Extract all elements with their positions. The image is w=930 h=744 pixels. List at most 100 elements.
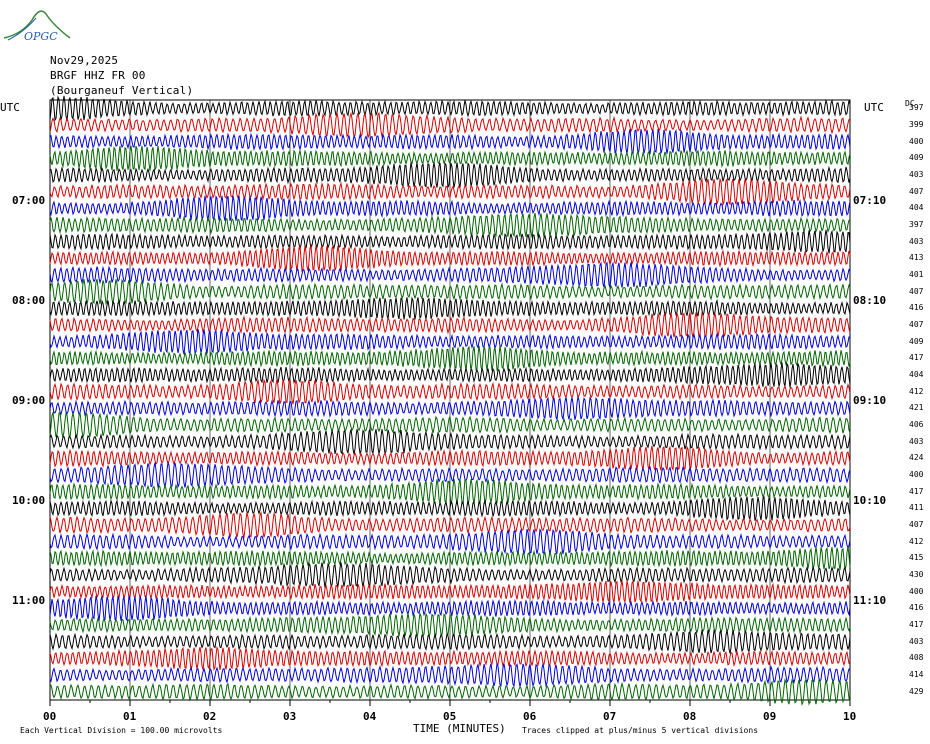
dc-offset-label: 429 [909,686,924,696]
dc-offset-label: 424 [909,453,924,463]
seismic-trace-row [49,612,851,638]
x-tick-label: 00 [43,710,57,723]
seismic-trace-row [49,229,851,254]
hour-label-left: 10:00 [12,494,46,507]
seismic-trace-row [49,212,851,238]
dc-offset-label: 415 [909,553,924,563]
seismic-trace-row [49,677,851,706]
x-axis-label: TIME (MINUTES) [413,722,506,735]
hour-label-right: 09:10 [853,394,887,407]
x-tick-label: 04 [363,710,377,723]
x-tick-label: 03 [283,710,297,723]
x-tick-label: 05 [443,710,457,723]
seismic-trace-row [49,495,851,522]
dc-offset-label: 412 [909,386,924,396]
logo-text: OPGC [24,30,58,43]
x-tick-label: 07 [603,710,617,723]
dc-offset-label: 407 [909,286,924,296]
dc-offset-label: 407 [909,520,924,529]
seismic-trace-row [49,562,851,588]
seismic-trace-row [49,111,851,140]
dc-offset-label: 413 [909,253,924,263]
x-tick-label: 06 [523,710,537,723]
dc-label: DC [905,99,915,108]
dc-offset-label: 417 [909,353,924,363]
dc-offset-label: 416 [909,303,924,313]
dc-offset-label: 411 [909,503,924,513]
dc-offset-label: 416 [909,603,924,613]
seismic-trace-row [49,128,851,156]
dc-offset-label: 407 [909,320,924,329]
dc-offset-label: 430 [909,570,924,579]
seismic-trace-row [49,427,851,455]
x-tick-label: 08 [683,710,697,723]
hour-label-left: 08:00 [12,294,46,307]
dc-offset-label: 397 [909,103,924,113]
seismic-trace-row [49,161,851,188]
seismic-trace-row [49,278,851,306]
x-tick-label: 10 [843,710,857,723]
dc-offset-label: 417 [909,620,924,629]
dc-offset-label: 400 [909,586,924,596]
seismic-trace-row [49,629,851,654]
station-label: BRGF HHZ FR 00 [50,69,146,82]
seismic-trace-row [49,528,851,555]
seismic-trace-row [49,243,851,273]
seismic-trace-row [49,95,851,122]
utc-label-left: UTC [0,101,20,114]
clip-note: Traces clipped at plus/minus 5 vertical … [522,726,759,735]
hour-label-left: 07:00 [12,194,46,207]
dc-offset-label: 414 [909,670,924,679]
seismic-trace-row [49,345,851,372]
dc-offset-label: 404 [909,370,924,379]
x-tick-label: 09 [763,710,777,723]
seismic-trace-row [49,662,851,688]
seismic-trace-row [49,510,851,539]
dc-offset-label: 406 [909,420,924,429]
seismic-trace-row [49,445,851,472]
location-label: (Bourganeuf Vertical) [50,84,194,97]
dc-offset-label: 403 [909,436,924,446]
seismic-trace-row [49,328,851,355]
seismic-trace-row [49,595,851,622]
seismic-trace-row [49,261,851,288]
seismic-trace-row [49,362,851,388]
seismic-trace-row [49,311,851,338]
seismic-trace-row [49,410,851,439]
dc-offset-label: 409 [909,336,924,346]
dc-offset-label: 412 [909,536,924,546]
seismic-trace-row [49,194,851,222]
dc-offset-label: 404 [909,203,924,213]
dc-offset-label: 409 [909,153,924,163]
dc-offset-label: 417 [909,486,924,496]
seismic-trace-row [49,177,851,207]
dc-offset-label: 408 [909,653,924,663]
dc-offset-label: 401 [909,270,924,279]
dc-offset-label: 397 [909,220,924,229]
seismic-trace-row [49,645,851,671]
scale-note: Each Vertical Division = 100.00 microvol… [20,726,223,735]
dc-offset-label: 403 [909,636,924,646]
seismic-trace-row [49,477,851,506]
dc-offset-label: 399 [909,120,924,129]
dc-offset-label: 403 [909,170,924,179]
dc-offset-label: 400 [909,136,924,146]
dc-offset-label: 421 [909,403,924,413]
date-label: Nov29,2025 [50,54,119,67]
hour-label-right: 08:10 [853,294,887,307]
seismic-trace-row [49,296,851,321]
hour-label-right: 07:10 [853,194,887,207]
utc-label-right: UTC [864,101,884,114]
seismic-trace-row [49,546,851,571]
x-tick-label: 01 [123,710,137,723]
hour-label-left: 11:00 [12,594,46,607]
seismic-trace-row [49,396,851,422]
seismic-trace-row [49,580,851,604]
opgc-logo: OPGC [3,10,71,43]
dc-offset-label: 407 [909,186,924,196]
hour-label-left: 09:00 [12,394,46,407]
dc-offset-label: 400 [909,470,924,479]
seismic-trace-row [49,460,851,489]
x-tick-label: 02 [203,710,217,723]
